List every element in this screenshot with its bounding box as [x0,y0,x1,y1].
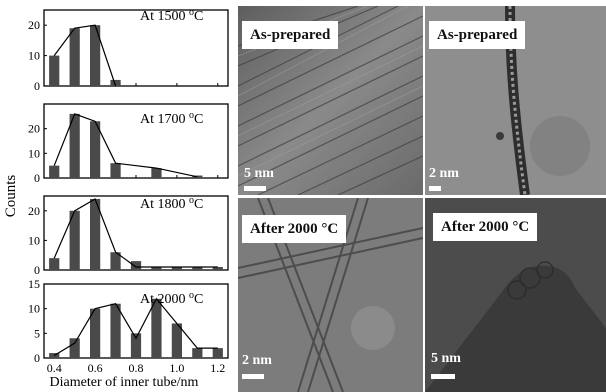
histogram-bar [130,333,142,358]
panel-annotation: At 1700 oC [140,110,203,127]
histogram-bar [90,198,101,270]
histogram-bar [171,323,182,358]
histogram-bar [192,175,203,178]
tem-image-as-prepared-2: As-prepared 2 nm [425,6,606,195]
tem-label: As-prepared [242,21,339,49]
y-tick-label: 0 [34,351,40,365]
y-tick-label: 20 [28,18,40,32]
y-tick-label: 0 [34,79,40,93]
histogram-bar [110,79,121,86]
histogram-bar [69,338,80,358]
y-tick-label: 10 [28,302,40,316]
scale-label: 2 nm [429,166,459,181]
tem-label: After 2000 °C [242,215,347,243]
scale-label: 5 nm [431,351,461,366]
histogram-bar [151,298,162,358]
tem-image-after-2000-1: After 2000 °C 2 nm [238,198,423,392]
scale-bar [244,186,266,191]
panel-annotation: At 1800 oC [140,195,203,212]
histogram-bar [110,252,121,270]
histogram-bar [110,163,121,178]
histogram-bar [49,55,60,86]
histogram-bar [212,267,223,270]
tem-label: As-prepared [429,21,526,49]
histogram-bar [110,303,121,358]
histogram-bar [49,258,60,270]
distribution-curve [53,113,198,178]
y-tick-label: 10 [28,49,40,63]
histogram-bar [151,267,162,270]
x-tick-label: 0.6 [88,361,103,375]
x-tick-label: 1.0 [169,361,184,375]
histogram-bar [69,28,80,87]
histogram-bar [90,25,101,86]
histogram-bar [90,308,101,358]
distribution-curve [53,24,117,87]
y-tick-label: 0 [34,263,40,277]
x-tick-label: 0.8 [129,361,144,375]
tem-image-after-2000-2: After 2000 °C 5 nm [425,198,606,392]
scale-bar [429,186,441,191]
tem-image-as-prepared-1: As-prepared 5 nm [238,6,423,195]
x-tick-label: 1.2 [210,361,225,375]
histogram-bar [130,261,142,270]
histogram-bar [151,168,162,178]
scale-label: 5 nm [244,166,274,181]
scale-label: 2 nm [242,353,272,368]
histogram-bar [212,348,223,358]
histogram-bar [49,165,60,178]
y-tick-label: 5 [34,326,40,340]
x-tick-label: 0.4 [47,361,62,375]
y-tick-label: 0 [34,171,40,185]
histogram-bar [171,267,182,270]
y-tick-label: 20 [28,122,40,136]
scale-bar [431,374,455,379]
distribution-curve [53,198,218,268]
panel-annotation: At 1500 oC [140,7,203,24]
y-tick-label: 10 [28,233,40,247]
histogram-bar [69,210,80,270]
distribution-curve [53,297,218,357]
histogram-bar [90,121,101,178]
x-axis-label: Diameter of inner tube/nm [50,375,199,390]
histogram-bar [192,348,203,358]
y-tick-label: 10 [28,146,40,160]
histogram-bar [69,113,80,178]
panel-annotation: At 2000 oC [140,290,203,307]
tem-label: After 2000 °C [433,213,538,241]
y-tick-label: 20 [28,204,40,218]
histogram-bar [192,267,203,270]
y-tick-label: 15 [28,277,40,291]
y-axis-label: Counts [3,175,19,218]
scale-bar [242,374,264,379]
